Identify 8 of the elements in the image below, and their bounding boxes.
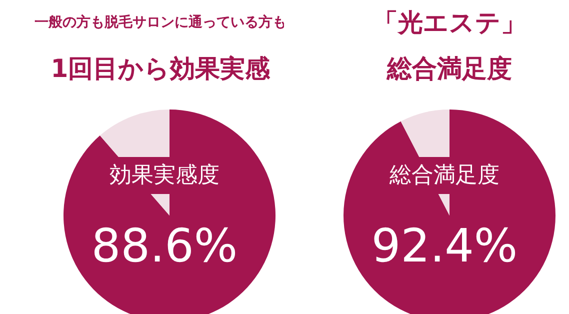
data-label: 88.6% (91, 218, 238, 272)
text: 総合満足度 (388, 163, 500, 188)
data-label: 92.4% (371, 218, 518, 272)
chart-title: 「光エステ」 (373, 8, 526, 37)
chart-subtitle: 総合満足度 (386, 54, 512, 83)
text: 効果実感度 (110, 163, 220, 188)
chart-title: 一般の方も脱毛サロンに通っている方も (34, 14, 286, 30)
chart-subtitle: 1回目から効果実感 (50, 54, 272, 83)
